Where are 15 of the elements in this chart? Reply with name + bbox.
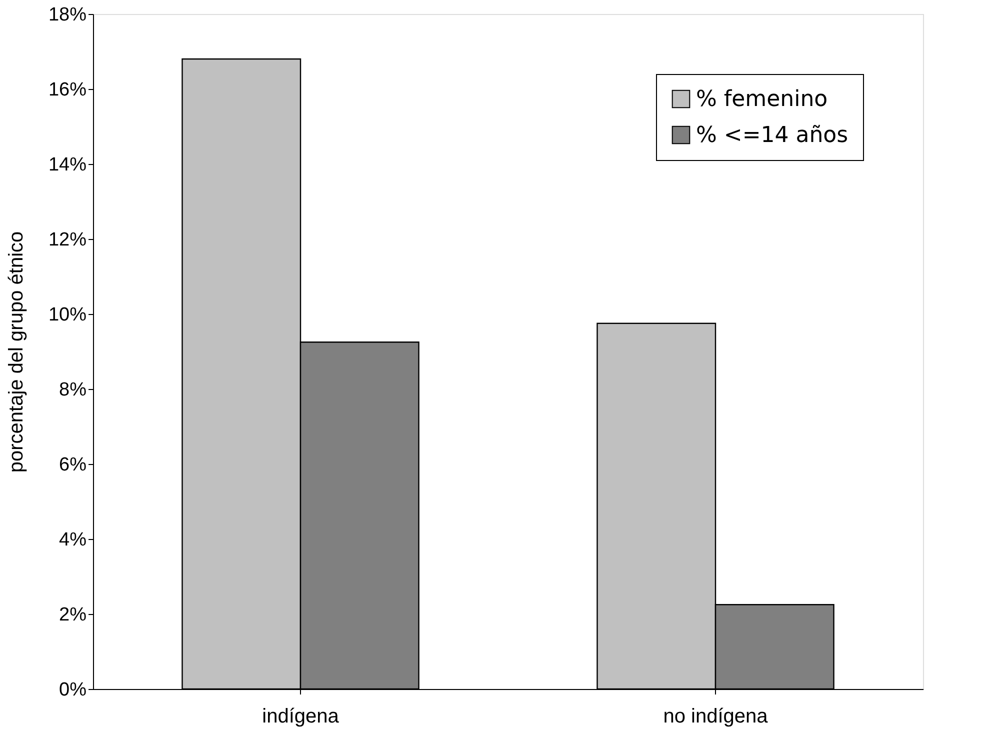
y-tick-label: 14% — [48, 154, 87, 176]
y-tick-label: 12% — [48, 230, 87, 250]
x-tick-label: indígena — [262, 706, 340, 728]
y-tick-label: 10% — [48, 304, 87, 326]
legend-label: % femenino — [696, 87, 828, 112]
y-tick-label: 18% — [48, 4, 87, 26]
y-tick-label: 8% — [59, 380, 87, 400]
x-tick-label: no indígena — [663, 706, 769, 728]
y-tick-label: 4% — [59, 530, 87, 550]
y-tick-label: 6% — [59, 454, 87, 476]
legend-label: % <=14 años — [696, 123, 848, 148]
y-axis-title: porcentaje del grupo étnico — [5, 231, 28, 473]
y-tick-label: 16% — [48, 80, 87, 100]
y-tick-label: 0% — [59, 680, 87, 700]
y-tick-label: 2% — [59, 604, 87, 626]
